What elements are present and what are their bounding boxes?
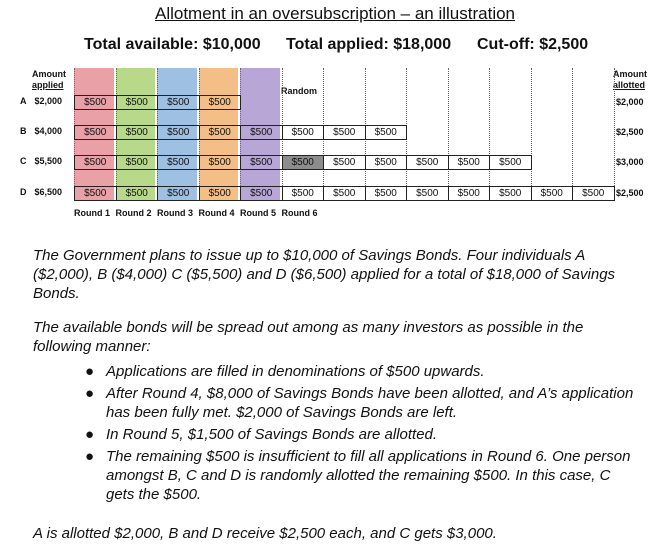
allotment-cell: $500 <box>198 95 241 110</box>
allotment-cell: $500 <box>74 155 117 170</box>
allotment-cell: $500 <box>281 125 324 140</box>
applied-amount: $6,500 <box>34 187 63 197</box>
amount-allotted-header: Amount allotted <box>613 69 647 91</box>
round-band-3 <box>157 68 197 200</box>
row-id: A <box>20 96 27 106</box>
row-id: D <box>20 187 27 197</box>
conclusion: A is allotted $2,000, B and D receive $2… <box>33 524 639 543</box>
allotment-cell: $500 <box>240 155 283 170</box>
bullet-icon: ● <box>85 363 95 380</box>
allotment-cell: $500 <box>530 186 573 201</box>
amount-applied-header-line1: Amount <box>32 69 66 79</box>
allotment-cell: $500 <box>447 186 490 201</box>
row-label-c: C $5,500 <box>20 156 62 166</box>
allotment-cell: $500 <box>281 155 324 170</box>
allotment-cell: $500 <box>157 95 200 110</box>
intro-paragraph: The Government plans to issue up to $10,… <box>33 246 639 303</box>
allotment-cell: $500 <box>115 155 158 170</box>
allotted-amount-d: $2,500 <box>616 188 644 198</box>
bullet-icon: ● <box>85 426 95 443</box>
row-label-a: A $2,000 <box>20 96 62 106</box>
round-label-5: Round 5 <box>240 208 276 218</box>
bullet-item: ● In Round 5, $1,500 of Savings Bonds are… <box>82 425 642 444</box>
random-label: Random <box>281 86 317 96</box>
bullet-list: ● Applications are filled in denomination… <box>82 362 642 507</box>
cutoff: Cut-off: $2,500 <box>477 36 589 53</box>
applied-amount: $4,000 <box>34 126 63 136</box>
bullet-text: In Round 5, $1,500 of Savings Bonds are … <box>106 426 438 443</box>
bullet-text: The remaining $500 is insufficient to fi… <box>106 448 631 503</box>
allotted-amount-c: $3,000 <box>616 157 644 167</box>
total-applied: Total applied: $18,000 <box>286 36 452 53</box>
allotment-cell: $500 <box>74 186 117 201</box>
applied-amount: $2,000 <box>34 96 63 106</box>
amount-allotted-header-line1: Amount <box>613 69 647 79</box>
allotment-cell: $500 <box>115 95 158 110</box>
allotment-cell: $500 <box>74 95 117 110</box>
allotment-cell: $500 <box>447 155 490 170</box>
round-band-1 <box>74 68 114 200</box>
column-divider <box>447 68 449 200</box>
bullet-text: After Round 4, $8,000 of Savings Bonds h… <box>106 385 634 421</box>
allotment-cell: $500 <box>572 186 615 201</box>
allotment-cell: $500 <box>489 155 532 170</box>
row-label-b: B $4,000 <box>20 126 62 136</box>
row-id: C <box>20 156 27 166</box>
round-label-4: Round 4 <box>198 208 235 218</box>
row-label-d: D $6,500 <box>20 187 62 197</box>
allotment-cell: $500 <box>406 155 449 170</box>
allotment-cell: $500 <box>406 186 449 201</box>
allotment-cell: $500 <box>364 186 407 201</box>
conclusion-text: A is allotted $2,000, B and D receive $2… <box>33 525 497 542</box>
allotment-cell: $500 <box>364 125 407 140</box>
amount-allotted-header-line2: allotted <box>613 80 646 90</box>
column-divider <box>572 68 573 200</box>
total-available: Total available: $10,000 <box>84 36 261 53</box>
allotment-cell: $500 <box>240 186 283 201</box>
allotted-amount-b: $2,500 <box>616 127 644 137</box>
allotment-cell: $500 <box>74 125 117 140</box>
round-band-5 <box>240 68 280 200</box>
allotment-cell: $500 <box>198 155 241 170</box>
round-band-4 <box>198 68 238 200</box>
allotment-cell: $500 <box>115 186 158 201</box>
allotment-cell: $500 <box>198 186 241 201</box>
allotment-cell: $500 <box>281 186 324 201</box>
allotment-cell: $500 <box>323 186 366 201</box>
manner-paragraph: The available bonds will be spread out a… <box>33 318 639 356</box>
paragraph-manner: The available bonds will be spread out a… <box>33 319 584 355</box>
allotment-cell: $500 <box>198 125 241 140</box>
bullet-icon: ● <box>85 448 95 465</box>
bullet-icon: ● <box>85 385 95 402</box>
bullet-item: ● After Round 4, $8,000 of Savings Bonds … <box>82 384 642 422</box>
amount-applied-header-line2: applied <box>32 80 64 90</box>
amount-applied-header: Amount applied <box>32 69 66 91</box>
column-divider <box>613 68 615 200</box>
allotment-cell: $500 <box>157 186 200 201</box>
round-label-2: Round 2 <box>115 208 152 218</box>
page-title: Allotment in an oversubscription – an il… <box>154 4 516 23</box>
allotment-cell: $500 <box>323 155 366 170</box>
column-divider <box>489 68 490 200</box>
allotment-cell: $500 <box>157 155 200 170</box>
column-divider <box>530 68 532 200</box>
round-label-6: Round 6 <box>281 208 318 218</box>
allotment-cell: $500 <box>115 125 158 140</box>
applied-amount: $5,500 <box>34 156 63 166</box>
row-id: B <box>20 126 27 136</box>
bullet-item: ● The remaining $500 is insufficient to f… <box>82 447 642 504</box>
allotment-cell: $500 <box>240 125 283 140</box>
allotment-cell: $500 <box>489 186 532 201</box>
bullet-item: ● Applications are filled in denomination… <box>82 362 642 381</box>
bullet-text: Applications are filled in denominations… <box>106 363 485 380</box>
round-label-1: Round 1 <box>74 208 110 218</box>
allotment-cell: $500 <box>157 125 200 140</box>
round-label-3: Round 3 <box>157 208 193 218</box>
round-band-2 <box>115 68 155 200</box>
allotted-amount-a: $2,000 <box>616 97 644 107</box>
paragraph-plan: The Government plans to issue up to $10,… <box>33 247 616 302</box>
allotment-cell: $500 <box>364 155 407 170</box>
allotment-cell: $500 <box>323 125 366 140</box>
